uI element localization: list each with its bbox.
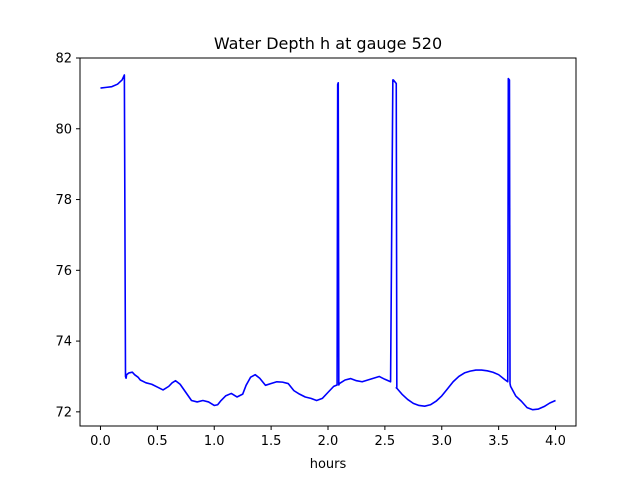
y-tick-label: 82 [55, 52, 72, 67]
y-tick-label: 72 [55, 405, 72, 420]
x-tick-label: 1.5 [261, 434, 282, 449]
y-tick-label: 80 [55, 122, 72, 137]
y-tick-label: 78 [55, 193, 72, 208]
axes-frame [79, 57, 577, 427]
x-tick-label: 3.5 [488, 434, 509, 449]
y-tick-label: 74 [55, 335, 72, 350]
x-tick-label: 2.0 [318, 434, 339, 449]
series-line-0 [100, 74, 556, 411]
x-tick-label: 4.0 [545, 434, 566, 449]
chart-title: Water Depth h at gauge 520 [214, 34, 442, 53]
x-tick-label: 0.0 [90, 434, 111, 449]
x-tick-label: 3.0 [431, 434, 452, 449]
x-tick-label: 1.0 [204, 434, 225, 449]
x-axis-label: hours [310, 457, 347, 472]
axis-ticks: 0.0 0.5 1.0 1.5 2.0 2.5 3.0 3.5 4.0 72 74 76 78 80 82 [55, 52, 565, 450]
x-tick-label: 2.5 [375, 434, 396, 449]
plot-area [100, 74, 556, 411]
x-tick-label: 0.5 [147, 434, 168, 449]
y-tick-label: 76 [55, 264, 72, 279]
